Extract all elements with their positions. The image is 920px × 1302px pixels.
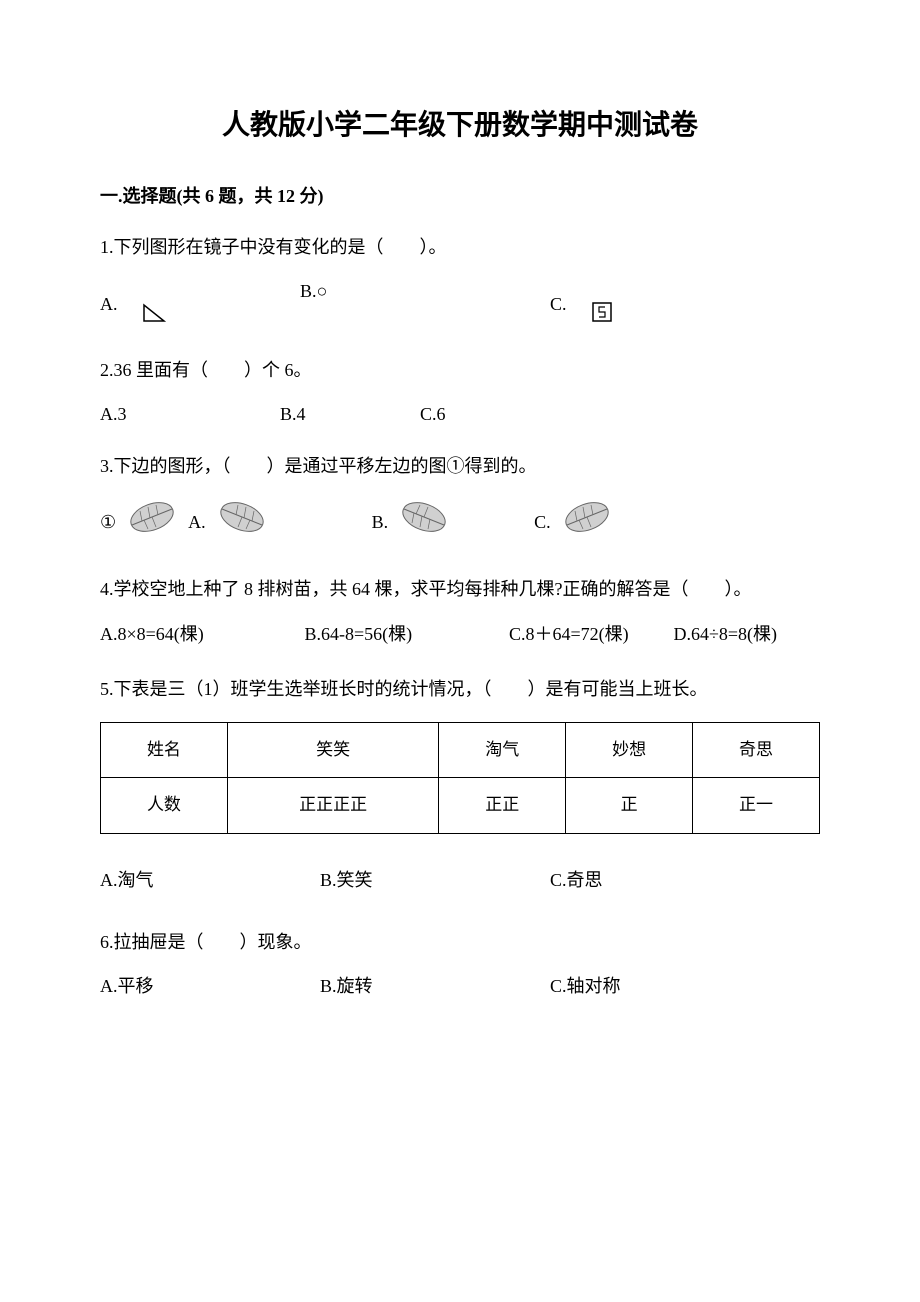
q4-text: 4.学校空地上种了 8 排树苗，共 64 棵，求平均每排种几棵?正确的解答是（ … xyxy=(100,573,820,605)
q5-td-3: 正 xyxy=(566,778,693,834)
q5-option-c: C.奇思 xyxy=(550,864,603,896)
q5-td-1: 正正正正 xyxy=(227,778,438,834)
q2-text: 2.36 里面有（ ）个 6。 xyxy=(100,354,820,386)
q6-option-c: C.轴对称 xyxy=(550,970,621,1002)
leaf-icon-b xyxy=(394,497,454,547)
q4-options: A.8×8=64(棵) B.64-8=56(棵) C.8＋64=72(棵) D.… xyxy=(100,618,820,650)
q1-option-b: B.○ xyxy=(300,275,550,307)
right-triangle-icon xyxy=(142,301,168,333)
q1-text: 1.下列图形在镜子中没有变化的是（ ）。 xyxy=(100,231,820,263)
q5-option-a: A.淘气 xyxy=(100,864,320,896)
q6-option-b: B.旋转 xyxy=(320,970,550,1002)
section-1-header: 一.选择题(共 6 题，共 12 分) xyxy=(100,180,820,212)
q2-option-a: A.3 xyxy=(100,398,280,430)
q1-optA-label: A. xyxy=(100,288,118,320)
square-s-icon xyxy=(591,301,613,333)
q6-option-a: A.平移 xyxy=(100,970,320,1002)
q4-option-b: B.64-8=56(棵) xyxy=(305,618,505,650)
q5-td-2: 正正 xyxy=(439,778,566,834)
q4-option-a: A.8×8=64(棵) xyxy=(100,618,300,650)
q1-option-c: C. xyxy=(550,275,613,333)
q5-options: A.淘气 B.笑笑 C.奇思 xyxy=(100,864,820,896)
page-title: 人教版小学二年级下册数学期中测试卷 xyxy=(100,100,820,150)
question-6: 6.拉抽屉是（ ）现象。 A.平移 B.旋转 C.轴对称 xyxy=(100,926,820,1003)
q3-optB-label: B. xyxy=(372,506,389,538)
q5-th-0: 姓名 xyxy=(101,722,228,778)
question-3: 3.下边的图形，（ ）是通过平移左边的图①得到的。 ① A. xyxy=(100,450,820,547)
q1-options: A. B.○ C. xyxy=(100,275,820,333)
question-5: 5.下表是三（1）班学生选举班长时的统计情况，（ ）是有可能当上班长。 姓名 笑… xyxy=(100,670,820,896)
q2-options: A.3 B.4 C.6 xyxy=(100,398,820,430)
q4-option-d: D.64÷8=8(棵) xyxy=(674,618,778,650)
q5-table: 姓名 笑笑 淘气 妙想 奇思 人数 正正正正 正正 正 正一 xyxy=(100,722,820,834)
q1-option-a: A. xyxy=(100,275,300,333)
q6-options: A.平移 B.旋转 C.轴对称 xyxy=(100,970,820,1002)
q1-optC-label: C. xyxy=(550,288,567,320)
q3-optA-label: A. xyxy=(188,506,206,538)
q5-td-0: 人数 xyxy=(101,778,228,834)
q5-th-3: 妙想 xyxy=(566,722,693,778)
q3-leaf-row: ① A. xyxy=(100,497,820,547)
question-4: 4.学校空地上种了 8 排树苗，共 64 棵，求平均每排种几棵?正确的解答是（ … xyxy=(100,573,820,650)
q5-td-4: 正一 xyxy=(693,778,820,834)
q5-th-2: 淘气 xyxy=(439,722,566,778)
q5-text: 5.下表是三（1）班学生选举班长时的统计情况，（ ）是有可能当上班长。 xyxy=(100,670,820,710)
leaf-icon-a xyxy=(212,497,272,547)
q5-th-4: 奇思 xyxy=(693,722,820,778)
question-1: 1.下列图形在镜子中没有变化的是（ ）。 A. B.○ C. xyxy=(100,231,820,334)
q3-text: 3.下边的图形，（ ）是通过平移左边的图①得到的。 xyxy=(100,450,820,482)
q6-text: 6.拉抽屉是（ ）现象。 xyxy=(100,926,820,958)
q3-label-1: ① xyxy=(100,506,116,538)
q5-option-b: B.笑笑 xyxy=(320,864,550,896)
table-row: 人数 正正正正 正正 正 正一 xyxy=(101,778,820,834)
question-2: 2.36 里面有（ ）个 6。 A.3 B.4 C.6 xyxy=(100,354,820,431)
q3-optC-label: C. xyxy=(534,506,551,538)
leaf-icon-original xyxy=(122,497,182,547)
q5-th-1: 笑笑 xyxy=(227,722,438,778)
table-row: 姓名 笑笑 淘气 妙想 奇思 xyxy=(101,722,820,778)
q4-option-c: C.8＋64=72(棵) xyxy=(509,618,669,650)
leaf-icon-c xyxy=(557,497,617,547)
q2-option-b: B.4 xyxy=(280,398,420,430)
q1-optB-label: B.○ xyxy=(300,275,327,307)
q2-option-c: C.6 xyxy=(420,398,446,430)
